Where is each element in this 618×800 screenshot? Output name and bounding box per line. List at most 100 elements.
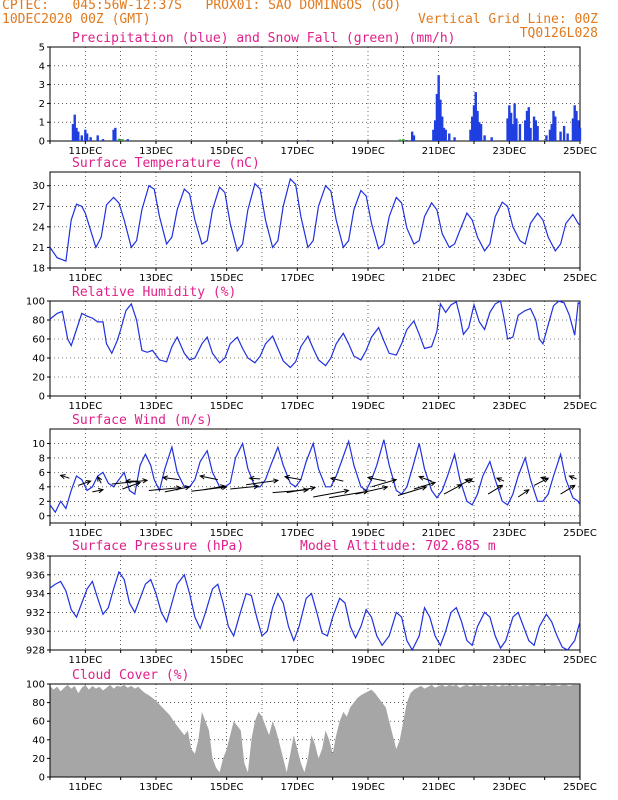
series-line [49,300,581,369]
precip-bar [121,139,124,141]
x-tick-label: 23DEC [492,146,526,157]
precip-bar [552,110,555,141]
y-tick-label: 20 [32,754,45,765]
y-tick-label: 100 [26,297,45,308]
precip-bar [506,118,509,141]
y-tick-label: 8 [39,453,45,464]
y-tick-label: 0 [39,511,45,522]
precip-bar [527,107,530,141]
x-tick-label: 25DEC [563,782,597,793]
wind-vector [366,475,386,482]
y-tick-label: 30 [32,181,45,192]
x-tick-label: 15DEC [210,655,244,666]
precip-bar [550,124,553,141]
precip-bar [448,133,451,141]
precip-bar [112,129,115,141]
x-tick-label: 19DEC [351,146,385,157]
wind-vector [464,478,475,484]
x-tick-label: 23DEC [492,528,526,539]
x-tick-label: 25DEC [563,655,597,666]
precip-bar [536,125,539,141]
y-tick-label: 936 [26,570,45,581]
x-tick-label: 25DEC [563,273,597,284]
y-tick-label: 0 [39,137,45,148]
precip-bar [453,137,456,141]
x-tick-label: 13DEC [139,655,173,666]
panel-title: Surface Pressure (hPa) [72,539,244,554]
wind-vector [487,484,504,495]
header-model-code: TQ0126L028 [519,26,598,41]
x-tick-label: 17DEC [280,782,314,793]
x-tick-label: 17DEC [280,528,314,539]
panel-title: Surface Wind (m/s) [72,413,213,428]
y-tick-label: 3 [39,80,45,91]
panel-subtitle: Model Altitude: 702.685 m [300,539,496,554]
x-tick-label: 13DEC [139,401,173,412]
x-tick-label: 15DEC [210,782,244,793]
precip-bar [566,133,569,141]
precip-bar [476,110,479,141]
wind-vector [124,478,139,484]
x-tick-label: 25DEC [563,528,597,539]
precip-bar [96,135,99,141]
plot-frame [49,428,581,524]
plot-frame [49,46,581,142]
y-tick-label: 27 [32,202,45,213]
x-tick-label: 11DEC [68,146,102,157]
x-tick-label: 19DEC [351,528,385,539]
cloud-area [50,684,580,777]
wind-vector [560,484,576,495]
precip-bar [71,124,75,141]
precip-bar [483,135,486,141]
precip-bar [101,139,105,141]
precip-bar [525,110,529,141]
precip-bar [548,129,552,141]
y-tick-label: 1 [39,118,45,129]
y-tick-label: 934 [26,589,45,600]
x-tick-label: 13DEC [139,528,173,539]
panel-4: 928 930 932 934 936 938 11DEC 13DEC 15DEC 17DEC 19… [26,539,597,666]
plot-frame [49,683,581,778]
precip-bar [575,110,578,141]
y-tick-label: 5 [39,43,45,54]
x-tick-label: 21DEC [422,273,456,284]
wind-vector [371,478,398,488]
precip-bar [578,127,582,141]
precip-bar [441,116,444,141]
precip-bar [471,116,474,141]
precip-bar [412,135,416,141]
wind-vector [283,474,301,481]
precip-bar [84,129,87,141]
y-tick-label: 930 [26,627,45,638]
precip-bar [439,99,442,141]
precip-bar [490,137,493,141]
plot-frame [49,171,581,269]
x-tick-label: 17DEC [280,146,314,157]
wind-vector [355,485,389,495]
y-tick-label: 60 [32,335,45,346]
panel-title: Surface Temperature (nC) [72,156,260,171]
wind-vector [329,476,344,482]
wind-vector [413,481,437,490]
y-tick-label: 2 [39,497,45,508]
precip-bar [478,122,481,141]
y-tick-label: 10 [32,439,45,450]
wind-vector [59,474,70,480]
x-tick-label: 19DEC [351,782,385,793]
y-tick-label: 24 [32,222,45,233]
x-tick-label: 13DEC [139,273,173,284]
wind-vector [78,480,92,486]
precip-bar [559,131,562,141]
y-tick-label: 0 [39,392,45,403]
precip-bar [479,124,483,141]
x-tick-label: 21DEC [422,782,456,793]
x-tick-label: 21DEC [422,655,456,666]
precip-bar [75,127,78,141]
precip-bar [577,120,580,141]
wind-vector [97,475,103,484]
precip-bar [117,138,121,141]
y-tick-label: 40 [32,354,45,365]
precip-bar [509,112,513,141]
